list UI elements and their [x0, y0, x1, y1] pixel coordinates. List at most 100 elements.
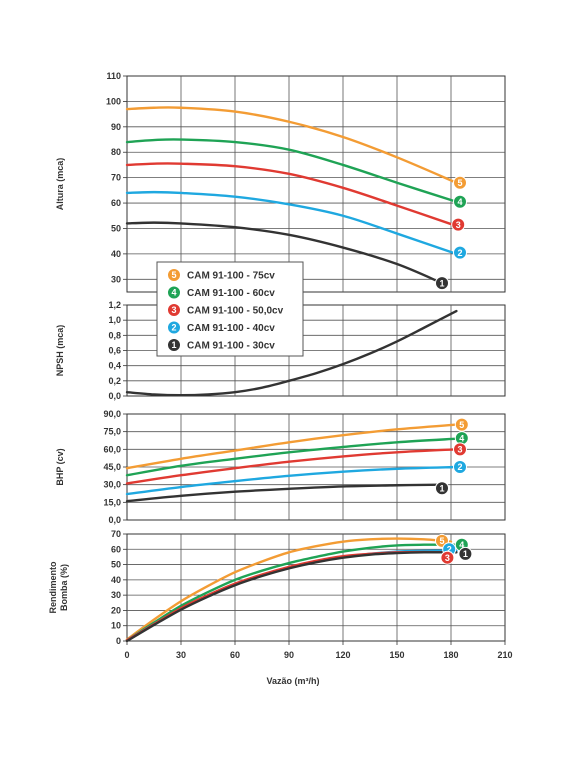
- y-tick-label: 75,0: [103, 427, 121, 437]
- y-tick-label: 90,0: [103, 409, 121, 419]
- legend-marker: [167, 268, 181, 282]
- x-tick-label: 60: [230, 650, 240, 660]
- x-tick-label: 210: [497, 650, 512, 660]
- y-tick-label: 0,0: [108, 515, 121, 525]
- svg-text:2: 2: [457, 248, 462, 258]
- svg-text:1: 1: [439, 483, 444, 493]
- series-marker-1: 1: [435, 276, 449, 291]
- y-tick-label: 90: [111, 122, 121, 132]
- svg-text:2: 2: [447, 544, 452, 554]
- series-line-2: [125, 465, 458, 496]
- legend-box: [156, 261, 304, 357]
- legend: 5 CAM 91-100 - 75cv 4 CAM 91-100 - 60cv 3 CAM…: [156, 261, 304, 357]
- legend-marker-number: 1: [171, 340, 176, 350]
- legend-entry-3: 3 CAM 91-100 - 50,0cv: [167, 303, 284, 317]
- x-axis-label: Vazão (m³/h): [266, 676, 319, 686]
- x-tick-label: 30: [176, 650, 186, 660]
- series-marker-2: 2: [453, 460, 467, 474]
- y-tick-label: 30: [111, 274, 121, 284]
- y-tick-label: 0: [116, 636, 121, 646]
- svg-text:5: 5: [457, 178, 462, 188]
- y-tick-label: 110: [106, 71, 121, 81]
- y-tick-label: 0,0: [108, 391, 121, 401]
- y-tick-label: 70: [111, 173, 121, 183]
- legend-marker: [167, 320, 181, 335]
- panel-bhp: 0,0 15,0 30,0 45,0 60,0 75,0 90,0 BHP (cv) 5 4 3 2 1: [55, 409, 506, 525]
- series-line-1: [125, 309, 458, 397]
- y-tick-label: 0,4: [108, 361, 121, 371]
- y-tick-label: 0,2: [108, 376, 121, 386]
- legend-entry-4: 4 CAM 91-100 - 60cv: [167, 285, 275, 300]
- series-line-5: [125, 423, 458, 470]
- series-marker-3: 3: [453, 442, 467, 457]
- series-line-3: [125, 162, 458, 228]
- series-marker-5: 5: [454, 417, 469, 432]
- legend-marker: [167, 338, 181, 352]
- y-tick-label: 45,0: [103, 462, 121, 472]
- x-tick-label: 90: [284, 650, 294, 660]
- svg-text:3: 3: [445, 553, 450, 563]
- y-tick-label: 100: [106, 96, 121, 106]
- y-tick-label: 10: [111, 621, 121, 631]
- series-marker-1: 1: [435, 481, 449, 496]
- legend-label: CAM 91-100 - 30cv: [187, 341, 275, 352]
- svg-text:3: 3: [457, 445, 462, 455]
- series-line-2: [125, 190, 458, 256]
- svg-text:2: 2: [457, 462, 462, 472]
- y-axis-label: RendimentoBomba (%): [48, 561, 69, 614]
- series-line-5: [125, 106, 458, 184]
- series-marker-1: 1: [458, 546, 473, 561]
- legend-label: CAM 91-100 - 40cv: [187, 323, 275, 334]
- y-tick-label: 40: [111, 575, 121, 585]
- series-marker-5: 5: [453, 175, 467, 190]
- x-tick-label: 120: [335, 650, 350, 660]
- series-marker-3: 3: [451, 217, 466, 232]
- x-tick-label: 150: [389, 650, 404, 660]
- x-tick-label: 180: [443, 650, 458, 660]
- legend-label: CAM 91-100 - 60cv: [187, 288, 275, 299]
- legend-marker-number: 4: [171, 288, 176, 298]
- series-marker-4: 4: [453, 194, 467, 209]
- panel-rendimento: 0 10 20 30 40 50 60 70 RendimentoBomba (%) 5 42 1 3: [48, 529, 506, 646]
- y-tick-label: 60,0: [103, 444, 121, 454]
- y-axis-label: NPSH (mca): [55, 325, 65, 377]
- y-tick-label: 1,2: [108, 300, 121, 310]
- y-tick-label: 0,6: [108, 346, 121, 356]
- legend-marker-number: 5: [171, 270, 176, 280]
- series-marker-3: 3: [440, 550, 455, 565]
- y-tick-label: 20: [111, 605, 121, 615]
- y-tick-label: 30: [111, 590, 121, 600]
- series-line-4: [125, 138, 458, 203]
- y-tick-label: 15,0: [103, 497, 121, 507]
- legend-marker-number: 3: [171, 305, 176, 315]
- series-marker-2: 2: [453, 245, 467, 260]
- svg-text:1: 1: [463, 549, 468, 559]
- legend-entry-5: 5 CAM 91-100 - 75cv: [167, 268, 275, 282]
- svg-text:4: 4: [457, 197, 462, 207]
- y-tick-label: 80: [111, 147, 121, 157]
- legend-entry-1: 1 CAM 91-100 - 30cv: [167, 338, 275, 352]
- series-line-5: [125, 537, 453, 641]
- legend-label: CAM 91-100 - 50,0cv: [187, 306, 284, 317]
- svg-text:4: 4: [459, 540, 464, 550]
- svg-text:4: 4: [459, 433, 464, 443]
- y-tick-label: 40: [111, 249, 121, 259]
- y-tick-label: 60: [111, 544, 121, 554]
- y-tick-label: 60: [111, 198, 121, 208]
- y-tick-label: 0,8: [108, 330, 121, 340]
- series-line-1: [125, 483, 444, 503]
- series-line-4: [125, 543, 458, 642]
- y-axis-label: Altura (mca): [55, 158, 65, 211]
- x-tick-label: 0: [124, 650, 129, 660]
- svg-text:5: 5: [459, 420, 464, 430]
- legend-label: CAM 91-100 - 75cv: [187, 271, 275, 282]
- legend-entry-2: 2 CAM 91-100 - 40cv: [167, 320, 275, 335]
- y-tick-label: 30,0: [103, 480, 121, 490]
- series-line-1: [125, 551, 458, 643]
- legend-marker: [167, 303, 181, 317]
- panel-frame: [126, 75, 506, 293]
- legend-marker-number: 2: [171, 323, 176, 333]
- svg-text:5: 5: [439, 536, 444, 546]
